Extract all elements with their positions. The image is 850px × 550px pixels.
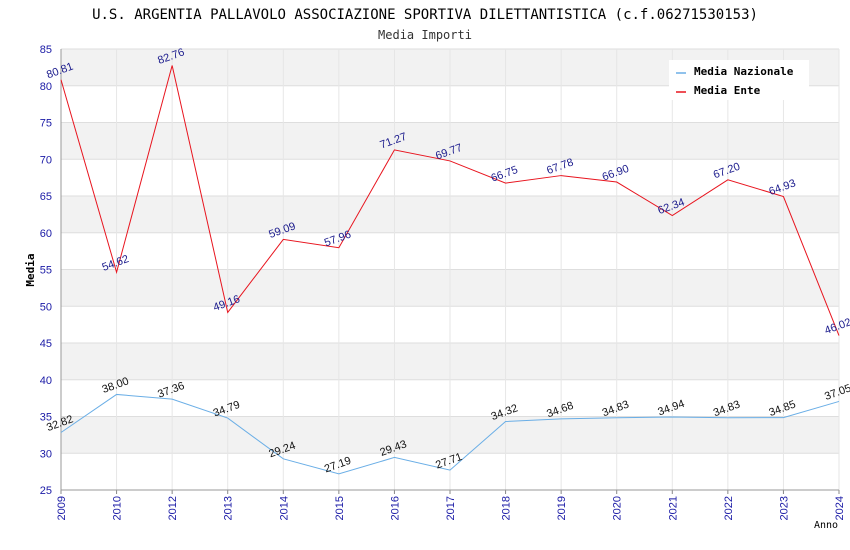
y-tick-label: 70 [40, 154, 52, 166]
x-tick-label: 2014 [278, 496, 290, 520]
data-label: 34.94 [656, 398, 686, 419]
x-tick-label: 2020 [612, 496, 624, 520]
data-label: 66.90 [601, 163, 631, 184]
x-axis-label: Anno [814, 520, 838, 531]
x-axis-ticks: 2009 2010 2012 2013 2014 2015 2016 2017 2018 2019… [56, 496, 846, 520]
axes [60, 49, 840, 494]
x-tick-label: 2021 [667, 496, 679, 520]
y-tick-label: 25 [40, 485, 52, 497]
y-tick-label: 60 [40, 228, 52, 240]
x-tick-label: 2023 [778, 496, 790, 520]
x-tick-label: 2013 [223, 496, 235, 520]
y-tick-label: 40 [40, 375, 52, 387]
y-tick-label: 55 [40, 265, 52, 277]
x-tick-label: 2018 [501, 496, 513, 520]
y-tick-label: 80 [40, 81, 52, 93]
y-tick-label: 85 [40, 44, 52, 56]
y-tick-label: 45 [40, 338, 52, 350]
data-label: 64.93 [767, 177, 797, 198]
data-label: 37.36 [156, 380, 186, 401]
y-tick-label: 75 [40, 118, 52, 130]
series-line-media-ente [60, 65, 840, 336]
x-tick-label: 2024 [834, 496, 846, 520]
series-lines [60, 65, 840, 475]
data-label: 27.71 [434, 451, 464, 472]
legend-box [669, 60, 809, 100]
y-tick-label: 35 [40, 412, 52, 424]
x-tick-label: 2022 [723, 496, 735, 520]
legend: Media Nazionale Media Ente [669, 60, 809, 100]
chart-title: U.S. ARGENTIA PALLAVOLO ASSOCIAZIONE SPO… [92, 7, 758, 23]
y-tick-label: 65 [40, 191, 52, 203]
x-tick-label: 2016 [389, 496, 401, 520]
data-label: 37.05 [823, 382, 850, 403]
y-tick-label: 30 [40, 448, 52, 460]
x-tick-label: 2010 [112, 496, 124, 520]
legend-label-media-nazionale: Media Nazionale [694, 65, 794, 78]
y-axis-ticks: 25 30 35 40 45 50 55 60 65 70 75 80 85 [40, 44, 52, 497]
legend-label-media-ente: Media Ente [694, 84, 761, 97]
x-tick-label: 2019 [556, 496, 568, 520]
data-label: 67.20 [712, 161, 742, 182]
series-line-media-nazionale [60, 393, 840, 475]
x-tick-label: 2015 [334, 496, 346, 520]
chart-subtitle: Media Importi [378, 28, 472, 42]
x-tick-label: 2012 [167, 496, 179, 520]
y-tick-label: 50 [40, 301, 52, 313]
data-label: 46.02 [823, 316, 850, 337]
y-axis-label: Media [24, 253, 37, 286]
gridlines [60, 48, 840, 491]
x-tick-label: 2009 [56, 496, 68, 520]
x-tick-label: 2017 [445, 496, 457, 520]
data-label: 27.19 [323, 455, 353, 476]
